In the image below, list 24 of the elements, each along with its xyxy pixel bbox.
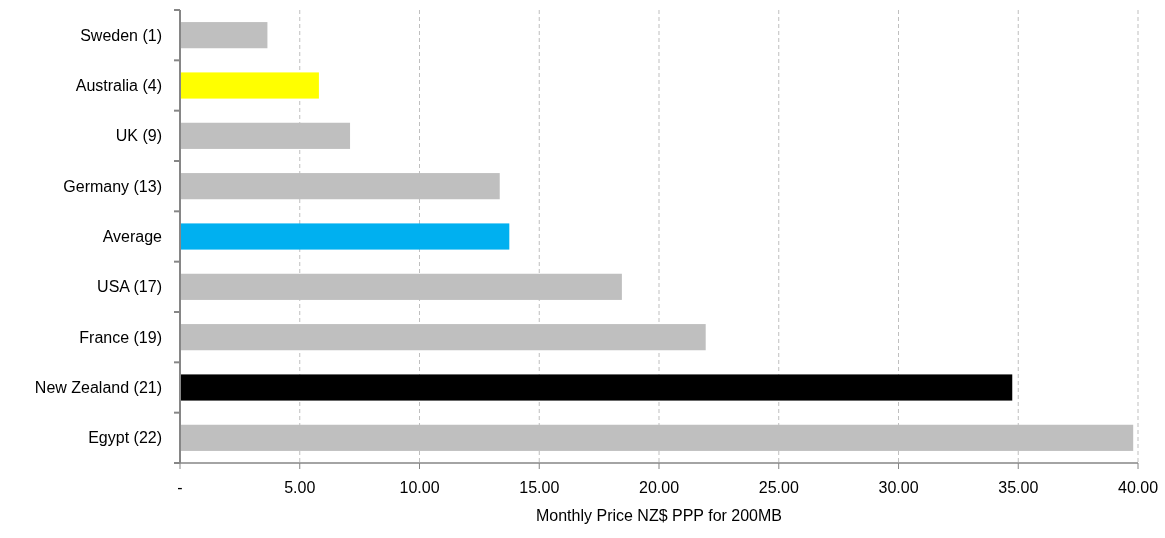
y-tick-label: France (19) (79, 328, 162, 346)
x-tick-label: 10.00 (399, 479, 440, 496)
x-tick-label: 25.00 (758, 479, 799, 496)
x-tick-label: 35.00 (998, 479, 1039, 496)
x-axis-title: Monthly Price NZ$ PPP for 200MB (535, 507, 783, 524)
x-tick-label: 40.00 (1117, 479, 1159, 496)
x-tick-label: 30.00 (878, 479, 919, 496)
y-tick-label: Sweden (1) (80, 26, 162, 44)
bar (180, 22, 268, 49)
x-tick-label: - (177, 479, 183, 496)
y-tick-label: Average (102, 228, 163, 246)
y-tick-label: Germany (13) (63, 177, 162, 195)
y-tick-label: Australia (4) (75, 77, 162, 95)
x-tick-label: 5.00 (284, 479, 316, 496)
y-tick-label: USA (17) (97, 278, 162, 296)
y-tick-label: UK (9) (115, 127, 162, 145)
bar (180, 72, 319, 99)
bar (180, 374, 1013, 401)
x-tick-label: 20.00 (638, 479, 680, 496)
bar (180, 223, 510, 250)
x-tick-label: 15.00 (519, 479, 560, 496)
bar (180, 324, 706, 351)
y-tick-label: Egypt (22) (88, 429, 162, 447)
y-tick-label: New Zealand (21) (34, 379, 162, 397)
